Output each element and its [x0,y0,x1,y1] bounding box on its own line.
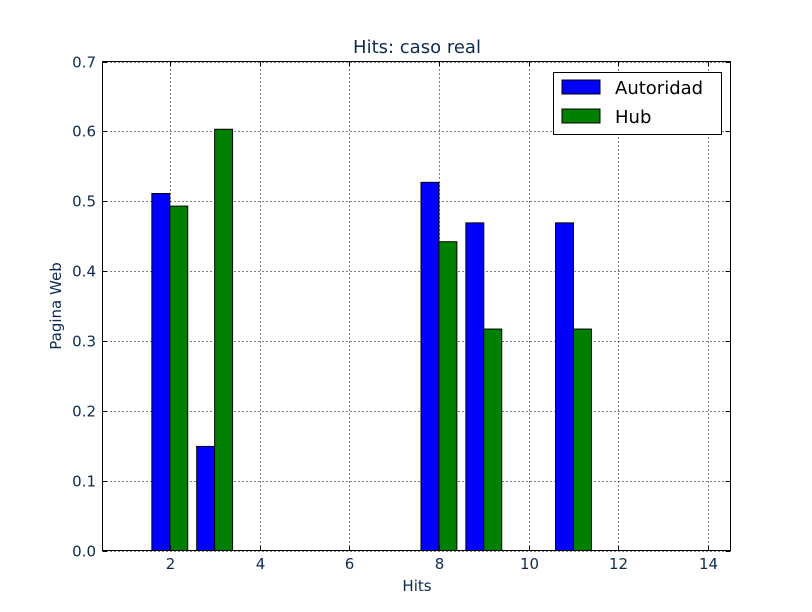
x-tick-label: 6 [345,555,355,573]
y-tick-label: 0.3 [72,333,96,351]
y-tick-label: 0.0 [72,543,96,561]
x-tick-label: 12 [609,555,628,573]
x-tick-label: 8 [435,555,445,573]
x-tick-label: 14 [699,555,718,573]
legend-label-hub: Hub [615,107,651,128]
legend-label-autoridad: Autoridad [615,78,703,99]
x-axis-title: Hits [402,577,431,595]
bar-autoridad [420,181,440,552]
chart-title: Hits: caso real [353,37,481,58]
bar-autoridad [151,193,171,551]
legend-swatch-autoridad [561,79,601,95]
bar-hub [169,205,189,551]
y-tick-label: 0.7 [72,54,96,72]
bar-hub [483,328,503,551]
x-tick-label: 10 [520,555,539,573]
x-tick-label: 2 [166,555,176,573]
y-tick-label: 0.5 [72,193,96,211]
x-tick-label: 4 [256,555,266,573]
bar-autoridad [555,222,574,551]
bar-autoridad [196,445,216,552]
bar-autoridad [465,222,485,551]
legend-swatch-hub [561,108,601,124]
bar-hub [214,128,234,552]
plot-frame [102,61,731,551]
y-tick-label: 0.4 [72,263,96,281]
y-tick-label: 0.2 [72,403,96,421]
y-tick-label: 0.6 [72,123,96,141]
ticks-layer: 2 4 6 8 10 12 14 0.0 0.1 0.2 0.3 0.4 0.5 0.6 0.7 [72,54,731,573]
bar-hub [573,328,592,551]
legend: Autoridad Hub [553,72,722,135]
y-axis-title: Pagina Web [47,262,65,349]
bar-hub [438,241,458,552]
y-tick-label: 0.1 [72,473,96,491]
